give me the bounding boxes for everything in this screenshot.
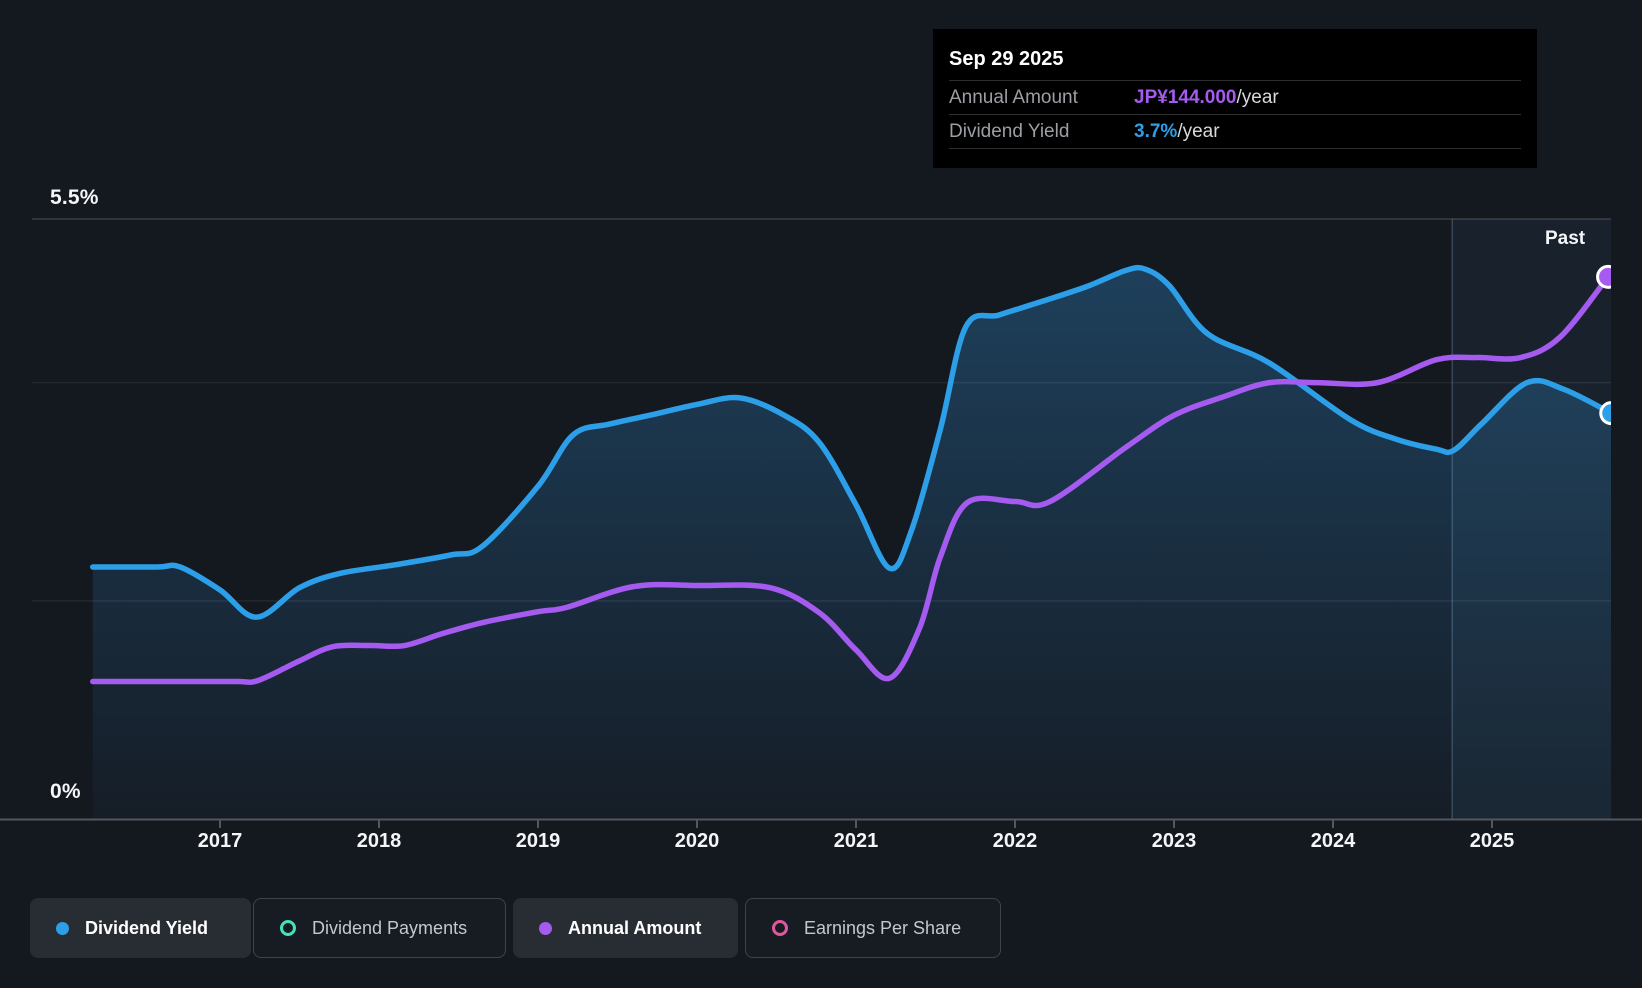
chart-tooltip: Sep 29 2025 Annual Amount JP¥144.000/yea… [933, 29, 1537, 168]
tooltip-row-dividend-yield: Dividend Yield 3.7%/year [949, 115, 1521, 149]
tooltip-label: Dividend Yield [949, 120, 1070, 142]
y-axis-top-label: 5.5% [50, 186, 99, 209]
legend-button-dividend-yield[interactable]: Dividend Yield [30, 898, 251, 958]
tooltip-suffix: /year [1236, 86, 1279, 108]
earnings-per-share-ring-icon [772, 920, 788, 936]
x-axis-label-2024: 2024 [1310, 830, 1356, 852]
legend-button-earnings-per-share[interactable]: Earnings Per Share [745, 898, 1001, 958]
tooltip-value-dividend-yield: 3.7% [1134, 120, 1178, 142]
x-axis-label-2022: 2022 [992, 830, 1038, 852]
legend-button-dividend-payments[interactable]: Dividend Payments [253, 898, 506, 958]
x-axis-label-2025: 2025 [1469, 830, 1515, 852]
annual-amount-line [90, 274, 1611, 686]
chart-legend: Dividend Yield Dividend Payments Annual … [0, 898, 1642, 958]
dividend-yield-line [90, 264, 1611, 620]
x-axis-label-2017: 2017 [197, 830, 243, 852]
x-axis-label-2020: 2020 [674, 830, 720, 852]
tooltip-value-annual-amount: JP¥144.000 [1134, 86, 1237, 108]
x-axis-label-2023: 2023 [1151, 830, 1197, 852]
x-axis-label-2021: 2021 [833, 830, 879, 852]
x-axis-label-2018: 2018 [356, 830, 402, 852]
legend-label: Annual Amount [568, 917, 702, 938]
x-axis-label-2019: 2019 [515, 830, 561, 852]
dividend-yield-area [92, 267, 1611, 819]
past-region-label: Past [1545, 228, 1586, 249]
tooltip-suffix: /year [1177, 120, 1220, 142]
legend-button-annual-amount[interactable]: Annual Amount [513, 898, 738, 958]
legend-label: Earnings Per Share [804, 917, 962, 938]
dividend-payments-ring-icon [280, 920, 296, 936]
legend-label: Dividend Payments [312, 917, 468, 938]
tooltip-row-annual-amount: Annual Amount JP¥144.000/year [949, 81, 1521, 115]
y-axis-bottom-label: 0% [50, 780, 81, 803]
dividend-yield-dot-icon [56, 921, 69, 935]
dividend-yield-end-marker [1599, 401, 1611, 426]
annual-amount-dot-icon [539, 921, 552, 935]
legend-label: Dividend Yield [85, 917, 209, 938]
tooltip-label: Annual Amount [949, 86, 1078, 108]
tooltip-date: Sep 29 2025 [949, 29, 1521, 81]
annual-amount-end-marker [1596, 264, 1611, 289]
